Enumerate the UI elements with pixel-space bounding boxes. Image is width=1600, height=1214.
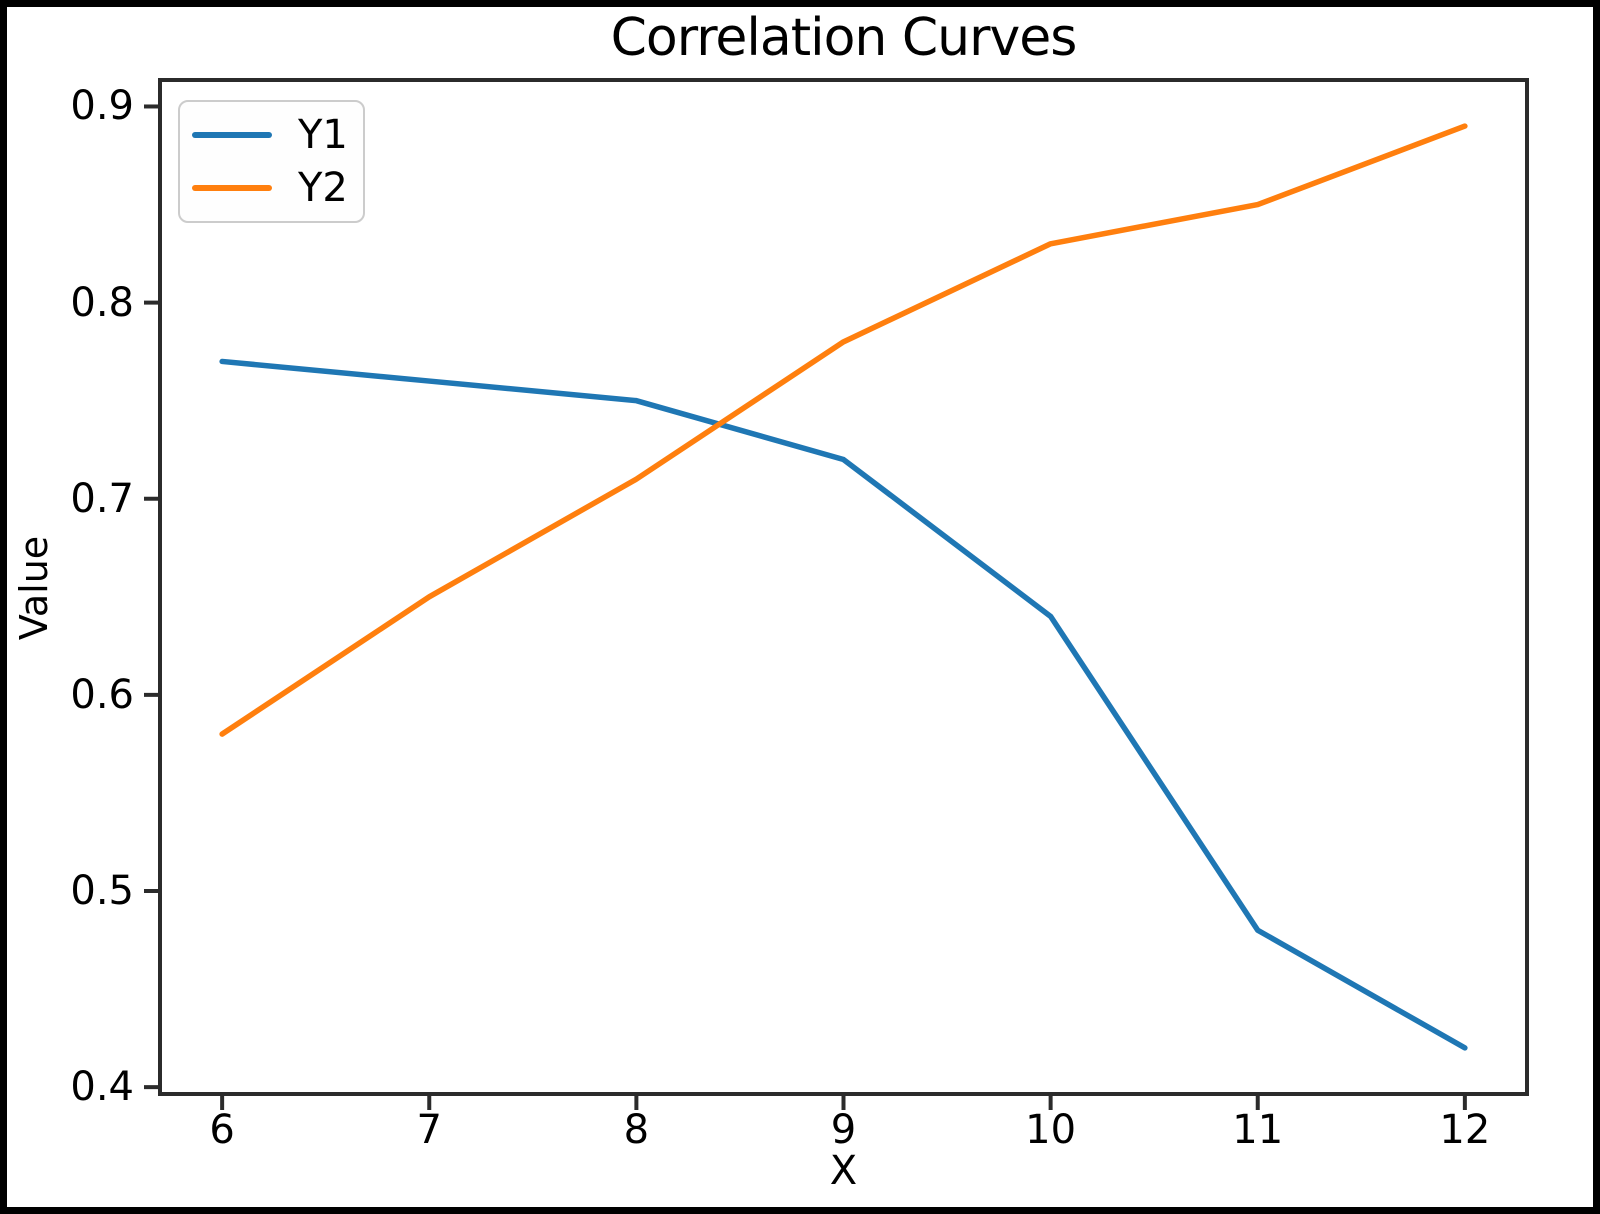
x-tick-label: 10 [1025, 1107, 1077, 1153]
legend-swatch-y1 [192, 132, 272, 138]
y-tick-label: 0.9 [70, 83, 134, 130]
x-axis-label: X [829, 1148, 858, 1194]
series-line-y1 [219, 358, 1468, 1051]
y-tick-label: 0.5 [70, 868, 134, 914]
x-tick-label: 11 [1232, 1107, 1284, 1153]
x-tick-label: 12 [1439, 1107, 1491, 1153]
x-tick-label: 7 [416, 1107, 442, 1153]
legend: Y1 Y2 [178, 100, 365, 223]
y-tick-label: 0.7 [70, 475, 134, 522]
plot-border [158, 78, 1529, 1096]
y-tick-label: 0.6 [70, 671, 134, 718]
legend-label-y1: Y1 [298, 112, 348, 158]
x-tick-label: 9 [830, 1107, 857, 1153]
y-tick-label: 0.4 [70, 1064, 134, 1111]
x-tick-label: 6 [209, 1107, 235, 1153]
legend-item-y1: Y1 [192, 115, 363, 155]
y-tick-label: 0.8 [70, 279, 134, 326]
legend-label-y2: Y2 [298, 165, 348, 211]
legend-item-y2: Y2 [192, 168, 363, 208]
legend-swatch-y2 [192, 185, 272, 191]
series-line-y2 [219, 123, 1468, 737]
x-tick-label: 8 [623, 1107, 650, 1153]
chart-title: Correlation Curves [610, 8, 1078, 68]
